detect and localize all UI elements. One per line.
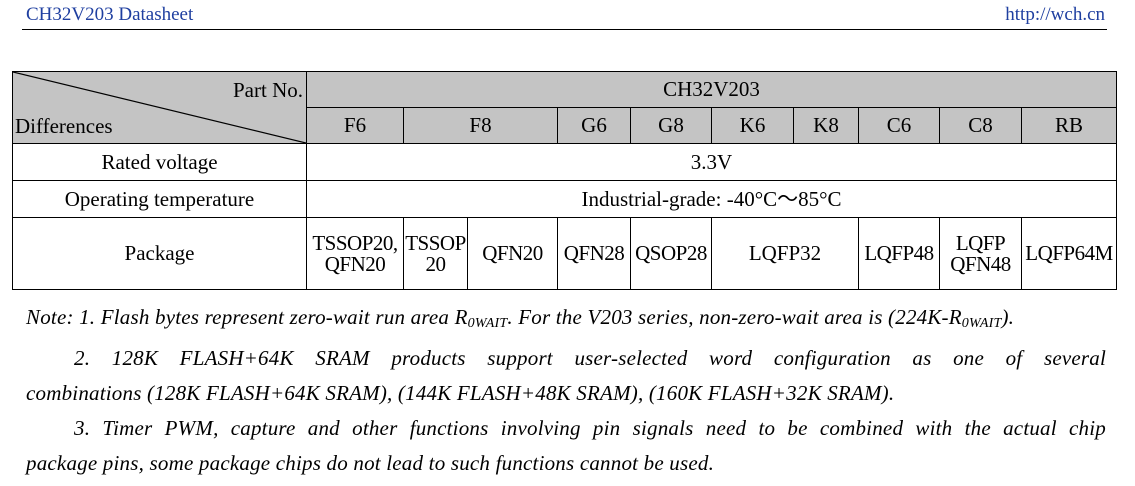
note-subscript: 0WAIT xyxy=(467,316,508,331)
part-cell: K8 xyxy=(793,107,859,144)
package-cell: TSSOP 20 xyxy=(403,217,468,290)
corner-diagonal xyxy=(13,72,306,143)
package-line: LQFP xyxy=(955,230,1006,255)
page-header: CH32V203 Datasheet http://wch.cn xyxy=(22,2,1107,30)
note-2-line-2: combinations (128K FLASH+64K SRAM), (144… xyxy=(26,381,895,405)
part-cell: C6 xyxy=(858,107,940,144)
package-line: QFN48 xyxy=(950,251,1011,276)
table-corner-cell: Part No. Differences xyxy=(12,71,307,144)
note-3-line-1: 3. Timer PWM, capture and other function… xyxy=(74,416,1106,440)
part-cell: F6 xyxy=(306,107,404,144)
note-text: ). xyxy=(1001,305,1015,329)
package-line: TSSOP xyxy=(405,230,466,255)
part-differences-table: Part No. Differences CH32V203 F6 F8 G6 G… xyxy=(12,71,1118,290)
package-cell: LQFP48 xyxy=(858,217,940,290)
corner-differences: Differences xyxy=(15,114,113,138)
corner-part-no: Part No. xyxy=(233,78,303,102)
package-line: 20 xyxy=(425,251,447,276)
note-3-line-2: package pins, some package chips do not … xyxy=(26,451,715,475)
package-line: TSSOP20, xyxy=(312,230,398,255)
package-line: QFN20 xyxy=(324,251,386,276)
row-label-temperature: Operating temperature xyxy=(12,180,307,218)
package-cell: QFN28 xyxy=(557,217,631,290)
note-text: . For the V203 series, non-zero-wait are… xyxy=(507,305,962,329)
row-label-package: Package xyxy=(12,217,307,290)
table-row: Rated voltage 3.3V xyxy=(12,143,1118,181)
table-header-row: Part No. Differences CH32V203 xyxy=(12,71,1118,144)
note-2-line-1: 2. 128K FLASH+64K SRAM products support … xyxy=(74,346,1106,370)
part-cell: C8 xyxy=(939,107,1022,144)
part-cell: G8 xyxy=(630,107,712,144)
table-row: Package TSSOP20, QFN20 TSSOP 20 QFN20 QF… xyxy=(12,217,1118,290)
package-cell: QSOP28 xyxy=(630,217,712,290)
doc-title: CH32V203 Datasheet xyxy=(26,4,194,25)
package-cell: TSSOP20, QFN20 xyxy=(306,217,404,290)
package-cell: LQFP32 xyxy=(711,217,859,290)
note-subscript: 0WAIT xyxy=(961,316,1002,331)
table-row: Operating temperature Industrial-grade: … xyxy=(12,180,1118,218)
note-text: Note: 1. Flash bytes represent zero-wait… xyxy=(26,305,468,329)
header-url: http://wch.cn xyxy=(1005,4,1105,25)
temperature-value: Industrial-grade: -40°C～85°C xyxy=(305,180,1118,218)
voltage-value: 3.3V xyxy=(305,143,1118,181)
package-cell: LQFP QFN48 xyxy=(939,217,1022,290)
part-cell: G6 xyxy=(557,107,631,144)
package-cell: QFN20 xyxy=(467,217,558,290)
part-cell: RB xyxy=(1020,107,1118,144)
part-cell: F8 xyxy=(403,107,558,144)
series-header: CH32V203 xyxy=(305,71,1118,108)
package-cell: LQFP64M xyxy=(1020,217,1118,290)
row-label-voltage: Rated voltage xyxy=(12,143,307,181)
part-cell: K6 xyxy=(711,107,794,144)
note-1: Note: 1. Flash bytes represent zero-wait… xyxy=(26,300,1106,341)
table-notes: Note: 1. Flash bytes represent zero-wait… xyxy=(26,300,1106,481)
